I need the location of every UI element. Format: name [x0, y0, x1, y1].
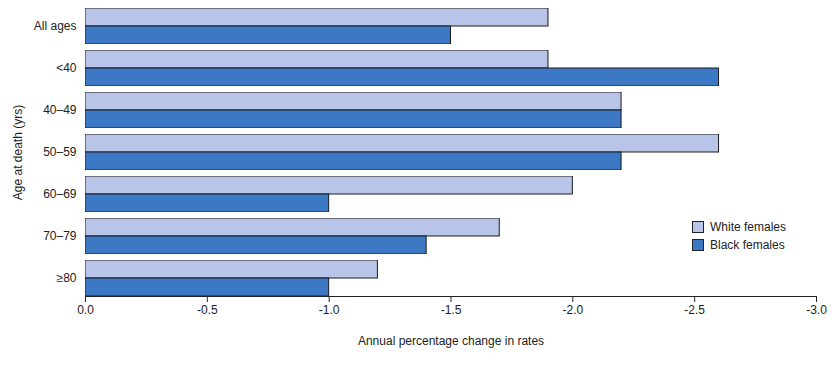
- svg-text:-3.0: -3.0: [806, 303, 827, 317]
- svg-text:50–59: 50–59: [43, 145, 77, 159]
- svg-text:-0.5: -0.5: [197, 303, 218, 317]
- svg-text:40–49: 40–49: [43, 103, 77, 117]
- svg-text:≥80: ≥80: [57, 271, 77, 285]
- svg-text:-2.0: -2.0: [562, 303, 583, 317]
- svg-text:-1.5: -1.5: [441, 303, 462, 317]
- svg-text:60–69: 60–69: [43, 187, 77, 201]
- svg-text:Age at death (yrs): Age at death (yrs): [11, 105, 25, 200]
- html-text:White females: White females: [710, 220, 786, 234]
- svg-text:<40: <40: [56, 61, 77, 75]
- svg-text:70–79: 70–79: [43, 229, 77, 243]
- svg-text:Annual percentage change in ra: Annual percentage change in rates: [358, 334, 544, 348]
- svg-text:0.0: 0.0: [77, 303, 94, 317]
- svg-text:-2.5: -2.5: [684, 303, 705, 317]
- html-text:Black females: Black females: [710, 238, 785, 252]
- svg-text:-1.0: -1.0: [319, 303, 340, 317]
- svg-text:All ages: All ages: [34, 19, 77, 33]
